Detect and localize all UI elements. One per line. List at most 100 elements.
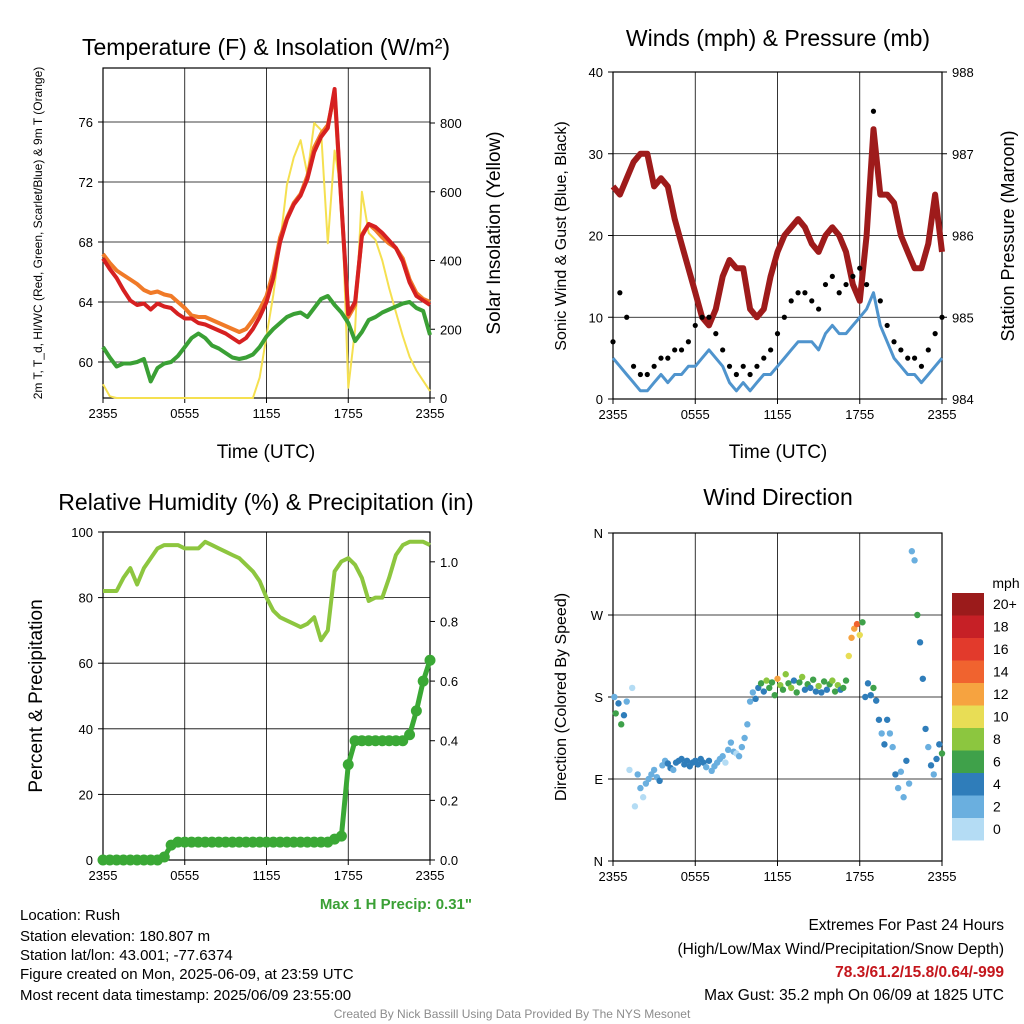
gust-point [774, 331, 781, 337]
credit-line: Created By Nick Bassill Using Data Provi… [333, 1007, 691, 1021]
y-tick-label: 30 [589, 147, 603, 162]
direction-point [905, 780, 913, 787]
x-tick-label: 0555 [170, 868, 199, 883]
direction-point [623, 698, 630, 705]
gust-point [699, 314, 705, 320]
direction-point [862, 693, 869, 701]
colorbar-swatch [952, 683, 984, 706]
direction-point [911, 557, 918, 564]
precip-point [342, 759, 354, 771]
y-tick-label: 0 [596, 392, 603, 407]
colorbar-swatch [952, 750, 984, 773]
colorbar-label: 18 [993, 619, 1009, 635]
gust-point [802, 290, 808, 296]
direction-point [788, 684, 795, 692]
x-tick-label: 2355 [416, 868, 445, 883]
gust-point [870, 108, 877, 114]
y-right-tick-label: 0.0 [440, 853, 458, 868]
gust-point [726, 363, 733, 369]
direction-point [875, 716, 883, 723]
direction-point [840, 684, 847, 692]
colorbar-swatch [952, 818, 984, 841]
direction-point [927, 762, 935, 769]
gust-point [843, 281, 849, 288]
gust-point [911, 355, 918, 361]
series-line-2 [101, 294, 432, 384]
direction-point [900, 794, 907, 801]
direction-point [678, 755, 685, 763]
pressure-line [610, 126, 945, 329]
gust-point [918, 363, 925, 369]
precip-point [424, 654, 436, 666]
direction-point [631, 803, 639, 810]
colorbar-swatch [952, 660, 984, 683]
direction-point [615, 700, 622, 707]
direction-point [628, 684, 636, 692]
direction-point [790, 677, 798, 684]
direction-point [853, 620, 861, 628]
y-tick-label: 20 [79, 787, 93, 802]
gust-point [891, 339, 897, 345]
x-tick-label: 0555 [170, 406, 199, 421]
direction-point [768, 679, 776, 686]
gust-point [672, 347, 678, 353]
direction-point [845, 652, 852, 660]
direction-point [878, 730, 885, 737]
direction-point [831, 688, 839, 695]
gust-point [624, 314, 630, 320]
y-tick-label: 20 [589, 229, 603, 244]
direction-point [766, 684, 773, 692]
direction-point [894, 784, 902, 792]
info-elevation: Station elevation: 180.807 m [20, 928, 211, 945]
direction-point [897, 768, 905, 775]
gust-point [768, 347, 774, 353]
direction-point [916, 639, 924, 646]
gust-point [781, 314, 787, 320]
direction-point [705, 757, 713, 764]
direction-point [724, 746, 732, 754]
direction-point [637, 784, 644, 792]
gust-point [884, 322, 890, 329]
direction-point [889, 743, 896, 751]
colorbar-swatch [952, 728, 984, 751]
extremes-title: Extremes For Past 24 Hours [808, 917, 1004, 934]
colorbar-label: 16 [993, 641, 1009, 657]
direction-point [741, 734, 748, 742]
direction-point [870, 684, 877, 692]
y-tick-label: 64 [79, 295, 93, 310]
max-gust: Max Gust: 35.2 mph On 06/09 at 1825 UTC [704, 987, 1004, 1004]
gust-point [850, 273, 856, 279]
colorbar-swatch [952, 615, 984, 638]
gust-point [816, 306, 822, 312]
direction-point [936, 741, 943, 748]
direction-point [760, 688, 767, 695]
direction-point [757, 680, 765, 687]
x-tick-label: 1155 [253, 406, 281, 421]
gust-point [761, 355, 767, 361]
x-tick-label: 1755 [334, 868, 363, 883]
y-right-tick-label: 0.4 [440, 734, 458, 749]
chart-title: Winds (mph) & Pressure (mb) [626, 25, 930, 51]
direction-point [782, 671, 789, 678]
colorbar-label: 4 [993, 776, 1001, 792]
gust-point [637, 371, 644, 378]
direction-point [859, 619, 866, 626]
y-axis-label: Percent & Precipitation [26, 599, 47, 792]
panel-winds: 2355 0555 1155 1755 235501020304098498598698… [553, 25, 1018, 463]
y-right-tick-label: 600 [440, 185, 462, 200]
x-tick-label: 2355 [928, 869, 957, 884]
y-tick-label: N [594, 526, 603, 541]
colorbar: mph 20+ 18 16 14 12 10 8 6 4 2 0 [952, 575, 1020, 841]
direction-point [793, 689, 800, 696]
direction-point [809, 676, 817, 683]
gust-point [788, 298, 794, 304]
direction-point [933, 755, 940, 763]
direction-point [820, 678, 828, 685]
direction-point [856, 631, 863, 639]
gust-point [644, 371, 650, 378]
y-axis-label: 2m T, T_d, HI/WC (Red, Green, Scarlet/Bl… [31, 67, 45, 400]
gust-point [877, 298, 883, 304]
direction-point [722, 759, 729, 766]
gust-point [829, 273, 835, 279]
